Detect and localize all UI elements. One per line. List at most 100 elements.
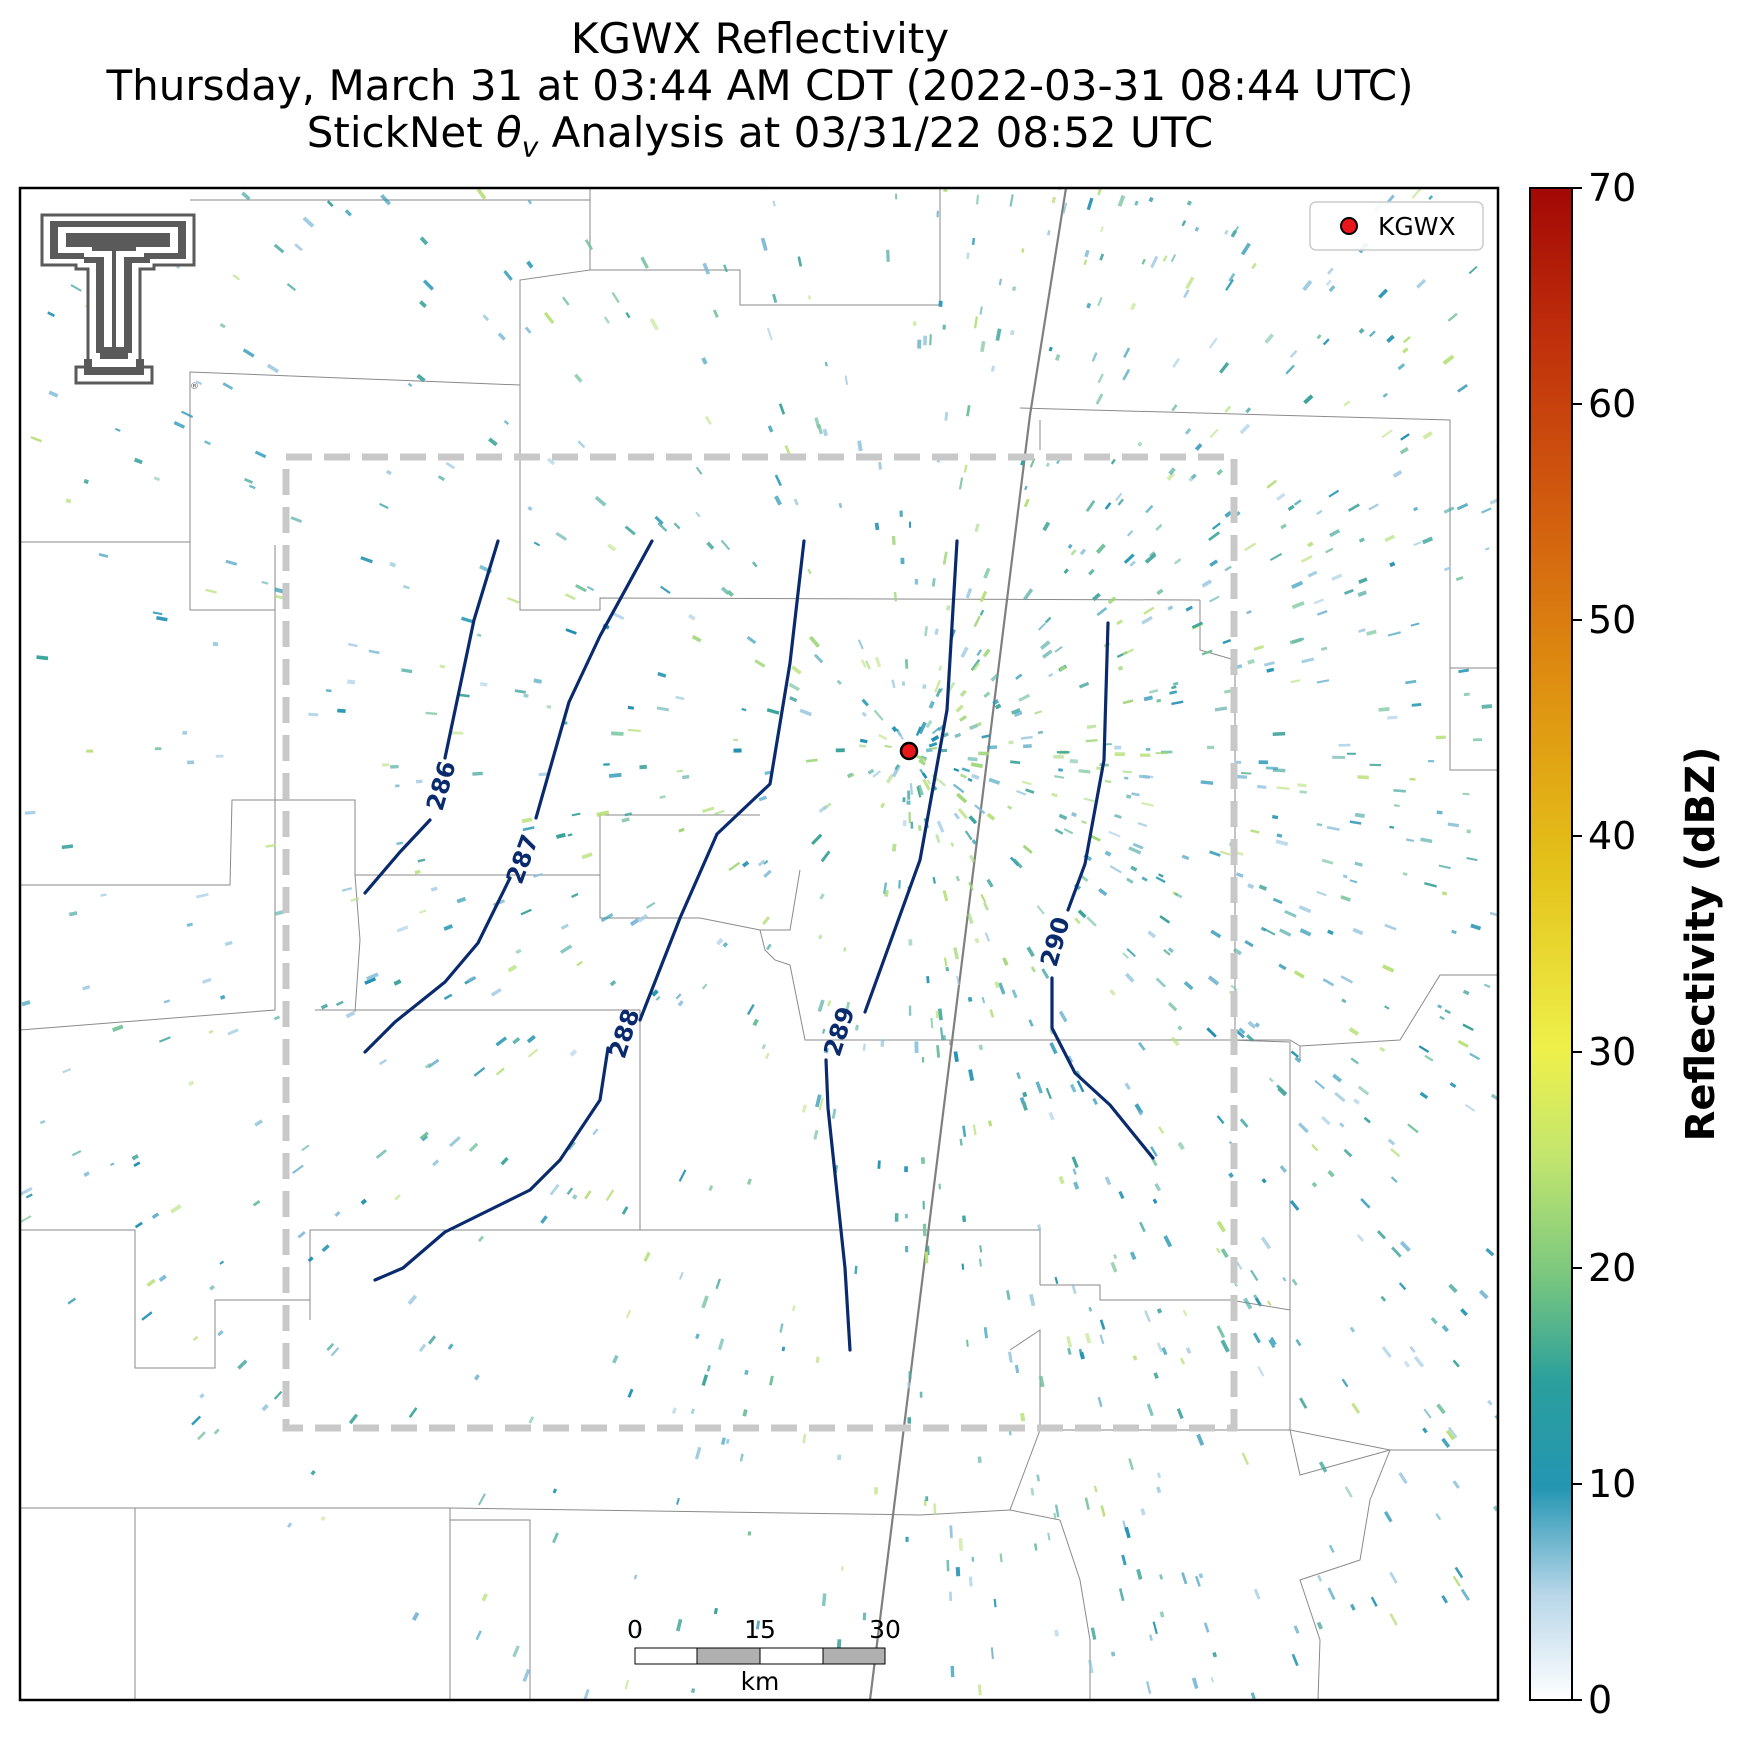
reflectivity-gate xyxy=(963,464,968,473)
reflectivity-gate xyxy=(1128,846,1142,855)
reflectivity-gate xyxy=(827,1000,832,1007)
reflectivity-gate xyxy=(977,1456,982,1464)
reflectivity-gate xyxy=(450,731,464,735)
reflectivity-gate xyxy=(1096,606,1108,617)
reflectivity-gate xyxy=(1063,827,1074,835)
reflectivity-gate xyxy=(922,1200,925,1210)
reflectivity-gate xyxy=(522,826,535,832)
reflectivity-gate xyxy=(921,772,928,779)
reflectivity-gate xyxy=(1366,629,1377,636)
reflectivity-gate xyxy=(1026,946,1035,958)
reflectivity-gate xyxy=(571,1194,578,1200)
reflectivity-gate xyxy=(1150,255,1159,269)
reflectivity-gate xyxy=(1317,610,1328,616)
reflectivity-gate xyxy=(1478,1289,1489,1300)
reflectivity-gate xyxy=(1311,1181,1318,1188)
reflectivity-gate xyxy=(1071,811,1077,818)
reflectivity-gate xyxy=(1442,354,1455,365)
reflectivity-gate xyxy=(1155,752,1168,755)
reflectivity-gate xyxy=(1327,267,1334,275)
reflectivity-gate xyxy=(1144,552,1157,564)
reflectivity-gate xyxy=(286,283,297,292)
reflectivity-gate xyxy=(934,628,939,636)
reflectivity-gate xyxy=(878,733,888,741)
reflectivity-gate xyxy=(1014,1364,1020,1374)
reflectivity-gate xyxy=(366,972,379,981)
reflectivity-gate xyxy=(1098,888,1108,897)
reflectivity-gate xyxy=(823,1047,830,1054)
reflectivity-gate xyxy=(1428,195,1434,201)
reflectivity-gate xyxy=(1369,763,1382,767)
reflectivity-gate xyxy=(456,896,467,904)
reflectivity-gate xyxy=(741,860,750,868)
reflectivity-gate xyxy=(1078,1348,1084,1359)
reflectivity-gate xyxy=(1137,1110,1143,1116)
reflectivity-gate xyxy=(936,1045,941,1058)
reflectivity-gate xyxy=(1183,981,1194,991)
reflectivity-gate xyxy=(968,1576,973,1587)
reflectivity-gate xyxy=(981,996,986,1004)
reflectivity-gate xyxy=(1422,536,1434,545)
reflectivity-gate xyxy=(1402,347,1409,354)
reflectivity-gate xyxy=(1411,188,1422,199)
reflectivity-gate xyxy=(533,678,542,684)
reflectivity-gate xyxy=(1264,333,1274,344)
reflectivity-gate xyxy=(625,311,631,319)
reflectivity-gate xyxy=(1124,1526,1131,1539)
reflectivity-gate xyxy=(1443,506,1455,514)
reflectivity-gate xyxy=(818,804,828,813)
reflectivity-gate xyxy=(1155,523,1163,531)
reflectivity-gate xyxy=(1389,561,1396,568)
reflectivity-gate xyxy=(791,1305,796,1312)
reflectivity-gate xyxy=(725,1438,730,1445)
reflectivity-gate xyxy=(1021,248,1025,253)
reflectivity-gate xyxy=(1405,679,1417,685)
reflectivity-gate xyxy=(1141,801,1154,807)
reflectivity-gate xyxy=(861,711,868,718)
reflectivity-gate xyxy=(1290,1050,1299,1058)
reflectivity-gate xyxy=(723,264,728,273)
reflectivity-gate xyxy=(594,495,607,507)
reflectivity-gate xyxy=(739,1453,744,1462)
reflectivity-gate xyxy=(1124,1082,1131,1091)
reflectivity-gate xyxy=(1230,229,1238,238)
reflectivity-gate xyxy=(20,1215,32,1223)
reflectivity-gate xyxy=(746,1178,752,1185)
reflectivity-gate xyxy=(1464,1103,1476,1112)
reflectivity-gate xyxy=(1230,984,1238,991)
reflectivity-gate xyxy=(1241,1452,1250,1466)
reflectivity-gate xyxy=(1293,1625,1300,1634)
reflectivity-gate xyxy=(1122,699,1134,705)
reflectivity-gate xyxy=(1393,789,1406,793)
reflectivity-gate xyxy=(1148,688,1159,694)
reflectivity-gate xyxy=(1177,1141,1185,1151)
reflectivity-gate xyxy=(474,1374,480,1381)
reflectivity-gate xyxy=(310,1469,316,1476)
reflectivity-gate xyxy=(1088,1306,1093,1312)
reflectivity-gate xyxy=(1331,573,1343,581)
reflectivity-gate xyxy=(1216,1220,1227,1233)
reflectivity-gate xyxy=(1097,296,1103,307)
reflectivity-gate xyxy=(945,605,951,611)
reflectivity-gate xyxy=(981,734,990,739)
reflectivity-gate xyxy=(1163,948,1171,956)
reflectivity-gate xyxy=(966,252,970,260)
reflectivity-gate xyxy=(1238,1027,1246,1035)
reflectivity-gate xyxy=(1435,735,1446,740)
reflectivity-gate xyxy=(950,1665,955,1678)
reflectivity-gate xyxy=(1007,805,1013,810)
kgwx-radar-marker[interactable] xyxy=(899,741,919,761)
reflectivity-gate xyxy=(1129,1251,1137,1261)
reflectivity-gate xyxy=(1099,1319,1106,1330)
reflectivity-gate xyxy=(952,783,965,794)
reflectivity-gate xyxy=(146,1278,156,1287)
reflectivity-gate xyxy=(1338,743,1351,747)
reflectivity-gate xyxy=(437,475,446,482)
reflectivity-gate xyxy=(918,721,927,735)
reflectivity-gate xyxy=(424,1062,432,1069)
reflectivity-gate xyxy=(943,957,948,967)
reflectivity-gate xyxy=(1317,1574,1323,1582)
reflectivity-gate xyxy=(1314,1079,1325,1090)
reflectivity-gate xyxy=(241,191,251,201)
reflectivity-gate xyxy=(967,777,973,783)
